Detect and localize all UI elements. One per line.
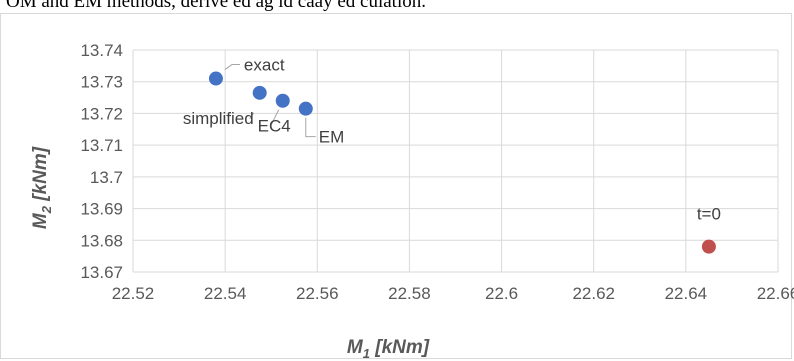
leader-line xyxy=(270,109,280,126)
data-point xyxy=(298,101,313,116)
leader-line xyxy=(305,117,316,138)
y-tick-label: 13.72 xyxy=(80,104,123,123)
x-tick-label: 22.6 xyxy=(485,284,518,303)
x-tick-label: 22.54 xyxy=(204,284,247,303)
leader-line xyxy=(249,112,255,120)
y-tick-label: 13.71 xyxy=(80,136,123,155)
y-tick-label: 13.7 xyxy=(90,168,123,187)
y-tick-label: 13.69 xyxy=(80,200,123,219)
data-label: EM xyxy=(319,128,345,147)
y-tick-labels: 13.67 13.68 13.69 13.7 13.71 13.72 13.73 13.74 xyxy=(80,41,123,282)
x-tick-label: 22.66 xyxy=(757,284,794,303)
label-leader-lines xyxy=(224,64,316,138)
x-tick-label: 22.62 xyxy=(572,284,615,303)
data-points xyxy=(208,71,716,254)
y-tick-label: 13.68 xyxy=(80,231,123,250)
data-point xyxy=(208,71,223,86)
y-tick-label: 13.74 xyxy=(80,41,123,60)
data-point xyxy=(701,239,716,254)
data-label: EC4 xyxy=(258,117,291,136)
y-axis-title: M2 [kNm] xyxy=(30,146,54,229)
leader-line xyxy=(224,64,240,70)
x-tick-label: 22.52 xyxy=(112,284,155,303)
chart-area xyxy=(0,13,792,359)
data-point xyxy=(275,93,290,108)
data-labels: exact simplified EC4 EM t=0 xyxy=(183,56,721,224)
y-tick-label: 13.67 xyxy=(80,263,123,282)
x-axis-title: M1 [kNm] xyxy=(347,337,430,361)
x-tick-label: 22.56 xyxy=(296,284,339,303)
cropped-caption-text: OM and EM methods, derive ed ag ld caay … xyxy=(6,0,426,12)
x-tick-label: 22.64 xyxy=(665,284,708,303)
x-tick-label: 22.58 xyxy=(388,284,431,303)
x-tick-labels: 22.52 22.54 22.56 22.58 22.6 22.62 22.64 22.66 xyxy=(112,284,794,303)
data-label: t=0 xyxy=(697,205,721,224)
y-tick-label: 13.73 xyxy=(80,73,123,92)
data-point xyxy=(252,85,267,100)
gridlines xyxy=(132,49,779,273)
data-label: simplified xyxy=(183,109,254,128)
data-label: exact xyxy=(244,56,285,75)
